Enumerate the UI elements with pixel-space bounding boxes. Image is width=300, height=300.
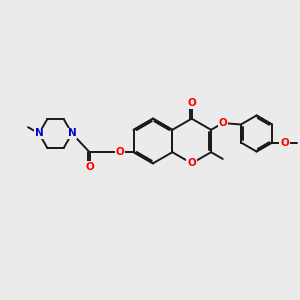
Text: O: O <box>187 158 196 168</box>
Text: O: O <box>218 118 227 128</box>
Text: O: O <box>116 147 124 157</box>
Text: O: O <box>280 137 289 148</box>
Text: O: O <box>85 162 94 172</box>
Text: N: N <box>34 128 43 139</box>
Text: N: N <box>68 128 76 139</box>
Text: O: O <box>187 98 196 108</box>
